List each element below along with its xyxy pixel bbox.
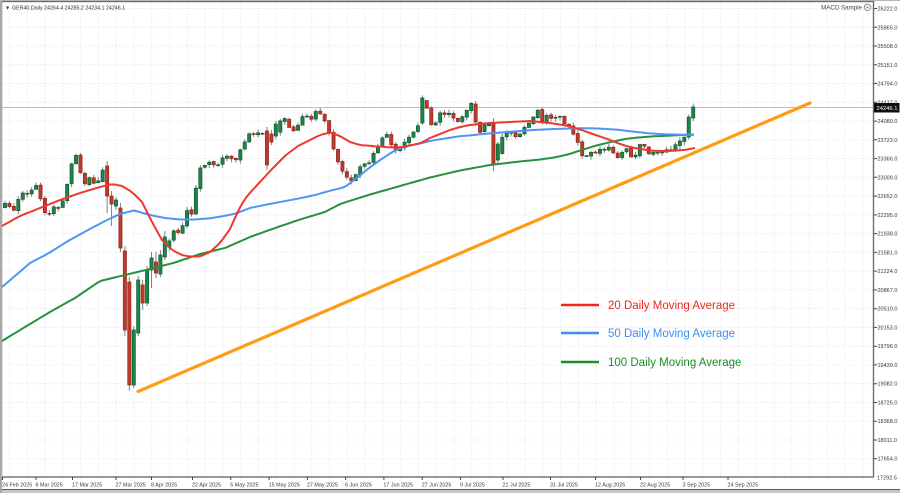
svg-text:17654.0: 17654.0 [878, 457, 898, 463]
svg-text:20 Daily Moving Average: 20 Daily Moving Average [608, 300, 735, 312]
svg-text:19439.0: 19439.0 [878, 363, 898, 369]
svg-text:▼: ▼ [5, 6, 10, 12]
svg-text:26222.0: 26222.0 [878, 7, 898, 13]
svg-text:24080.0: 24080.0 [878, 119, 898, 125]
svg-text:24 Sep 2025: 24 Sep 2025 [728, 483, 759, 489]
svg-text:GER40,Daily 24264.4 24285.2 2: GER40,Daily 24264.4 24285.2 24234.1 2424… [12, 6, 125, 12]
svg-text:17 Jun 2025: 17 Jun 2025 [383, 483, 413, 489]
svg-text:15 May 2025: 15 May 2025 [269, 483, 300, 489]
svg-text:23366.0: 23366.0 [878, 157, 898, 163]
svg-text:18725.0: 18725.0 [878, 401, 898, 407]
svg-text:17292.5: 17292.5 [877, 476, 897, 482]
svg-text:24 Feb 2025: 24 Feb 2025 [2, 483, 32, 489]
svg-text:8 Apr 2025: 8 Apr 2025 [151, 483, 177, 489]
svg-text:27 Jun 2025: 27 Jun 2025 [422, 483, 452, 489]
svg-text:18368.0: 18368.0 [878, 419, 898, 425]
svg-text:21 Jul 2025: 21 Jul 2025 [503, 483, 531, 489]
svg-text:25865.0: 25865.0 [878, 25, 898, 31]
svg-text:6 Jun 2025: 6 Jun 2025 [345, 483, 372, 489]
svg-text:19082.0: 19082.0 [878, 382, 898, 388]
svg-text:22652.0: 22652.0 [878, 194, 898, 200]
svg-text:20510.0: 20510.0 [878, 307, 898, 313]
svg-text:100 Daily Moving Average: 100 Daily Moving Average [608, 357, 741, 369]
svg-text:3 Sep 2025: 3 Sep 2025 [683, 483, 711, 489]
svg-text:24246.1: 24246.1 [877, 106, 898, 112]
svg-text:17 Mar 2025: 17 Mar 2025 [72, 483, 102, 489]
svg-text:12 Aug 2025: 12 Aug 2025 [595, 483, 625, 489]
svg-text:21581.0: 21581.0 [878, 250, 898, 256]
svg-text:MACD Sample: MACD Sample [821, 5, 862, 12]
svg-text:23009.0: 23009.0 [878, 175, 898, 181]
svg-text:24794.0: 24794.0 [878, 82, 898, 88]
svg-text:22 Aug 2025: 22 Aug 2025 [640, 483, 670, 489]
svg-text:20153.0: 20153.0 [878, 325, 898, 331]
svg-text:19796.0: 19796.0 [878, 344, 898, 350]
svg-text:21224.0: 21224.0 [878, 269, 898, 275]
svg-text:18011.0: 18011.0 [878, 438, 897, 444]
svg-text:23723.0: 23723.0 [878, 138, 898, 144]
svg-text:6 Mar 2025: 6 Mar 2025 [36, 483, 63, 489]
svg-text:9 Jul 2025: 9 Jul 2025 [460, 483, 485, 489]
svg-text:22295.0: 22295.0 [878, 213, 898, 219]
svg-text:25508.0: 25508.0 [878, 44, 898, 50]
svg-text:5 May 2025: 5 May 2025 [230, 483, 258, 489]
svg-text:25151.0: 25151.0 [878, 63, 898, 69]
svg-text:22 Apr 2025: 22 Apr 2025 [192, 483, 221, 489]
svg-text:27 May 2025: 27 May 2025 [307, 483, 338, 489]
svg-text:50 Daily Moving Average: 50 Daily Moving Average [608, 328, 735, 340]
svg-text:20867.0: 20867.0 [878, 288, 898, 294]
svg-text:27 Mar 2025: 27 Mar 2025 [116, 483, 146, 489]
svg-text:21938.0: 21938.0 [878, 232, 898, 238]
svg-text:31 Jul 2025: 31 Jul 2025 [550, 483, 578, 489]
